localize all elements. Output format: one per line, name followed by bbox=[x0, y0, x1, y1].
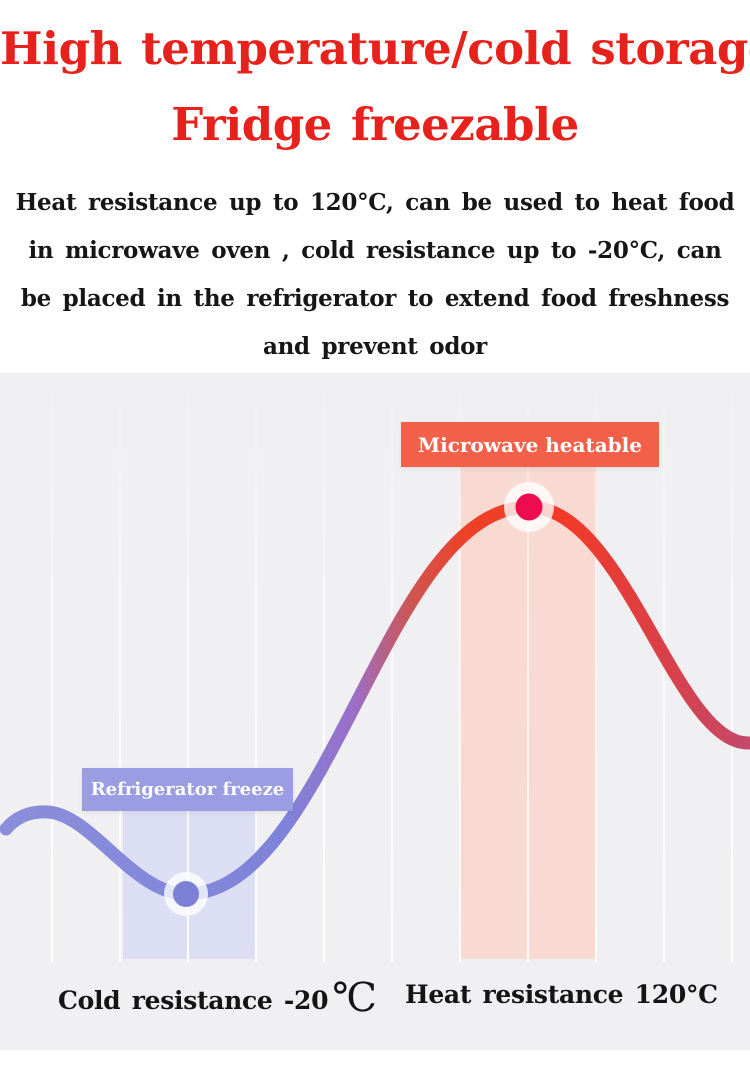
cold-point-marker bbox=[173, 881, 199, 907]
cold-resistance-caption: Cold resistance -20 ℃ bbox=[58, 973, 377, 1021]
temperature-curve bbox=[0, 500, 750, 901]
refrigerator-freeze-label-text: Refrigerator freeze bbox=[90, 779, 285, 800]
heat-resistance-caption: Heat resistance 120°C bbox=[405, 980, 718, 1009]
description: Heat resistance up to 120°C, can be used… bbox=[0, 179, 750, 371]
refrigerator-freeze-label: Refrigerator freeze bbox=[82, 768, 293, 811]
bottom-white-strip bbox=[0, 1050, 750, 1066]
cold-resistance-caption-text: Cold resistance -20 bbox=[58, 986, 329, 1015]
description-line: in microwave oven , cold resistance up t… bbox=[28, 237, 722, 264]
description-line: Heat resistance up to 120°C, can be used… bbox=[15, 189, 735, 216]
header-text-block: High temperature/cold storage Fridge fre… bbox=[0, 0, 750, 373]
page-title-line-2: Fridge freezable bbox=[171, 98, 579, 151]
temperature-chart: Microwave heatable Refrigerator freeze C… bbox=[0, 373, 750, 1050]
temperature-curve-svg bbox=[0, 373, 750, 962]
hot-point-marker bbox=[515, 493, 543, 521]
description-line: be placed in the refrigerator to extend … bbox=[20, 285, 730, 312]
microwave-heatable-label: Microwave heatable bbox=[401, 422, 659, 467]
microwave-heatable-label-text: Microwave heatable bbox=[417, 432, 642, 457]
description-line: and prevent odor bbox=[263, 333, 487, 360]
celsius-unit: ℃ bbox=[332, 975, 377, 1021]
page-title-line-1: High temperature/cold storage bbox=[0, 22, 750, 75]
